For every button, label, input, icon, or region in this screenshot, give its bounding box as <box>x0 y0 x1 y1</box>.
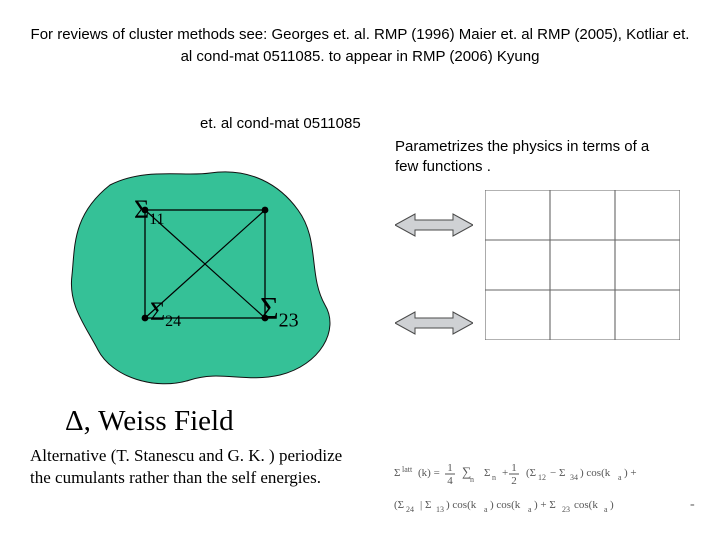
svg-text:24: 24 <box>406 505 414 514</box>
weiss-field-label: Δ, Weiss Field <box>65 405 234 438</box>
equation-image: Σlatt(k) =14∑nΣn+12(Σ12− Σ34) cos(ka) +(… <box>390 458 710 533</box>
svg-text:) cos(k: ) cos(k <box>490 499 521 511</box>
sigma-24-sub: 24 <box>165 313 181 330</box>
svg-text:a: a <box>484 505 488 514</box>
svg-text:(Σ: (Σ <box>526 467 536 479</box>
svg-text:Σ: Σ <box>484 467 490 479</box>
sigma-23: Σ23 <box>260 290 299 332</box>
svg-text:cos(k: cos(k <box>574 499 598 511</box>
sub-paragraph: et. al cond-mat 0511085 <box>200 115 361 132</box>
svg-text:) + Σ: ) + Σ <box>534 499 556 511</box>
svg-text:a: a <box>618 473 622 482</box>
blob-shape <box>71 172 330 384</box>
svg-text:12: 12 <box>538 473 546 482</box>
double-arrow-left-icon <box>395 212 473 238</box>
svg-text:4: 4 <box>447 475 453 487</box>
svg-text:a: a <box>528 505 532 514</box>
svg-text:n: n <box>470 475 474 484</box>
alternative-text: Alternative (T. Stanescu and G. K. ) per… <box>30 445 365 489</box>
cluster-blob-diagram: Σ11 Σ24 Σ23 <box>50 155 370 405</box>
svg-text:a: a <box>604 505 608 514</box>
weiss-field-text: , Weiss Field <box>84 405 234 437</box>
svg-text:1: 1 <box>447 462 453 474</box>
svg-text:(Σ: (Σ <box>394 499 404 511</box>
svg-text:34: 34 <box>570 473 578 482</box>
svg-text:1: 1 <box>511 462 517 474</box>
svg-text:| Σ: | Σ <box>420 499 431 511</box>
sigma-24: Σ24 <box>150 297 181 331</box>
svg-text:): ) <box>610 499 614 511</box>
delta-symbol: Δ <box>65 405 84 437</box>
sigma-11: Σ11 <box>134 195 165 229</box>
svg-text:) cos(k: ) cos(k <box>446 499 477 511</box>
svg-text:latt: latt <box>402 465 413 474</box>
svg-text:23: 23 <box>562 505 570 514</box>
svg-text:n: n <box>492 473 496 482</box>
lattice-grid <box>485 190 680 340</box>
svg-text:+: + <box>502 467 508 479</box>
svg-text:2: 2 <box>511 475 517 487</box>
parametrize-text: Parametrizes the physics in terms of a f… <box>395 137 655 178</box>
svg-text:) +: ) + <box>624 467 637 479</box>
svg-text:Σ: Σ <box>394 467 400 479</box>
svg-text:) cos(k: ) cos(k <box>580 467 611 479</box>
sigma-11-sub: 11 <box>149 211 164 228</box>
svg-text:(k) =: (k) = <box>418 467 440 479</box>
sigma-23-sub: 23 <box>279 309 299 331</box>
svg-text:13: 13 <box>436 505 444 514</box>
double-arrow-right-icon <box>395 310 473 336</box>
svg-text:− Σ: − Σ <box>550 467 565 479</box>
svg-text:-: - <box>690 497 695 512</box>
top-paragraph: For reviews of cluster methods see: Geor… <box>30 24 690 68</box>
